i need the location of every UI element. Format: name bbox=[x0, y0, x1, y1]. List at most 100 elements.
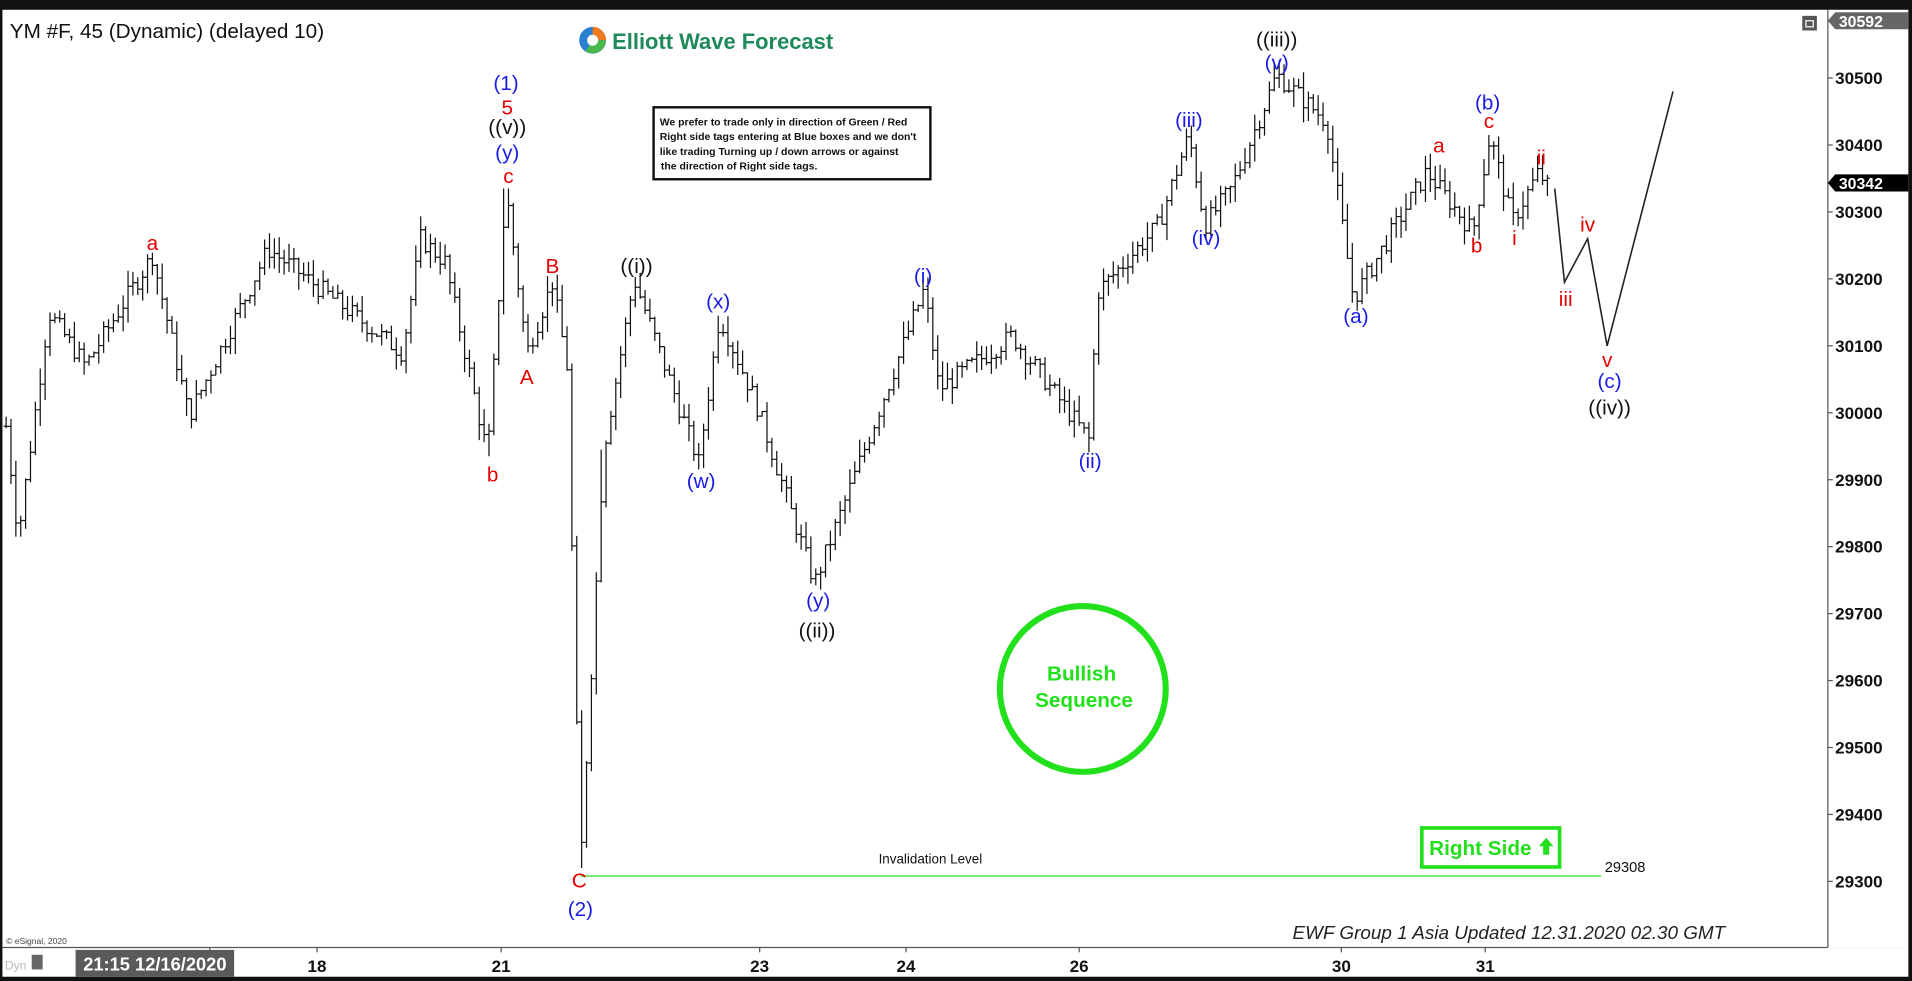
ohlc-bar bbox=[154, 263, 160, 295]
ohlc-bar bbox=[267, 233, 272, 269]
ohlc-bar bbox=[803, 521, 809, 552]
ohlc-bar bbox=[1013, 329, 1019, 352]
ohlc-bar bbox=[525, 313, 531, 353]
ohlc-bar bbox=[1349, 242, 1355, 303]
ohlc-bar bbox=[213, 364, 219, 376]
ohlc-bar bbox=[1032, 355, 1038, 366]
ohlc-bar bbox=[1335, 148, 1341, 201]
ohlc-bar bbox=[915, 304, 921, 313]
wave-label: (2) bbox=[568, 898, 593, 921]
ohlc-bar bbox=[1291, 77, 1297, 107]
lock-icon[interactable] bbox=[31, 954, 43, 970]
ohlc-bar bbox=[1374, 257, 1380, 282]
ohlc-bar bbox=[423, 226, 429, 254]
ohlc-bar bbox=[91, 351, 97, 358]
ohlc-bar bbox=[359, 296, 365, 333]
ohlc-bar bbox=[1388, 217, 1394, 263]
ohlc-bar bbox=[935, 335, 941, 390]
ohlc-bar bbox=[662, 346, 668, 378]
ohlc-bar bbox=[271, 238, 277, 269]
ohlc-bar bbox=[1364, 262, 1370, 294]
ohlc-bar bbox=[345, 296, 350, 321]
cursor-time-box bbox=[75, 949, 235, 977]
ohlc-bar bbox=[866, 436, 872, 454]
ohlc-bar bbox=[1262, 107, 1267, 136]
ohlc-bar bbox=[476, 386, 482, 441]
ohlc-bar bbox=[779, 463, 785, 493]
ohlc-bar bbox=[769, 437, 775, 468]
ohlc-bar bbox=[1384, 235, 1389, 255]
badge-line2: Sequence bbox=[1035, 689, 1133, 712]
ohlc-bar bbox=[784, 475, 789, 503]
price-axis[interactable] bbox=[1827, 9, 1909, 948]
ohlc-bar bbox=[725, 316, 731, 357]
ohlc-bar bbox=[886, 388, 892, 403]
ohlc-bar bbox=[676, 380, 682, 425]
ohlc-bar bbox=[208, 370, 214, 394]
ohlc-bar bbox=[1423, 155, 1428, 202]
ohlc-bar bbox=[891, 368, 897, 396]
ohlc-bar bbox=[140, 270, 146, 301]
ohlc-bar bbox=[1462, 207, 1467, 245]
wave-label: (a) bbox=[1343, 305, 1368, 328]
ohlc-bar bbox=[818, 566, 824, 590]
ohlc-bar bbox=[1066, 389, 1072, 426]
ohlc-bar bbox=[379, 323, 385, 346]
wave-label: (w) bbox=[687, 470, 716, 493]
ohlc-bar bbox=[1442, 168, 1448, 195]
ohlc-bar bbox=[1125, 253, 1131, 284]
ohlc-bar bbox=[1535, 155, 1541, 183]
ohlc-bar bbox=[1003, 322, 1009, 361]
ohlc-bar bbox=[1544, 174, 1550, 197]
ohlc-bar bbox=[320, 270, 326, 300]
ohlc-bar bbox=[281, 249, 287, 275]
ohlc-bar bbox=[491, 353, 497, 436]
ohlc-bar bbox=[286, 243, 292, 272]
ohlc-bar bbox=[106, 319, 111, 342]
ohlc-bar bbox=[745, 372, 750, 403]
ohlc-bar bbox=[115, 304, 121, 323]
y-tick-label: 29600 bbox=[1835, 672, 1882, 691]
ohlc-bar bbox=[1515, 208, 1521, 227]
ohlc-bar bbox=[471, 361, 477, 395]
ohlc-bar bbox=[408, 295, 414, 344]
restore-window-button[interactable] bbox=[1802, 15, 1817, 31]
ohlc-bar bbox=[813, 568, 819, 586]
ohlc-bar bbox=[296, 257, 302, 290]
wave-label: (y) bbox=[495, 142, 519, 165]
ohlc-bar bbox=[71, 321, 77, 363]
ohlc-bar bbox=[1105, 274, 1111, 296]
ohlc-bar bbox=[827, 530, 833, 562]
ohlc-bar bbox=[101, 321, 107, 353]
ohlc-bar bbox=[291, 248, 297, 273]
ohlc-bar bbox=[457, 287, 463, 342]
y-tick-label: 30200 bbox=[1835, 270, 1882, 289]
wave-label: (y) bbox=[806, 589, 830, 612]
ohlc-bar bbox=[76, 341, 82, 363]
ohlc-bar bbox=[486, 423, 492, 457]
ohlc-bar bbox=[325, 278, 331, 295]
ohlc-bar bbox=[1213, 195, 1219, 216]
ohlc-bar bbox=[1432, 165, 1438, 201]
ohlc-bar bbox=[1062, 386, 1067, 413]
ohlc-bar bbox=[1476, 204, 1482, 240]
wave-label: a bbox=[1433, 134, 1445, 157]
ohlc-bar bbox=[232, 307, 238, 355]
ohlc-bar bbox=[1227, 185, 1233, 204]
ohlc-bar bbox=[57, 310, 63, 323]
ohlc-bar bbox=[1354, 291, 1360, 311]
ohlc-bar bbox=[184, 377, 190, 417]
ohlc-bar bbox=[1237, 161, 1243, 180]
ohlc-bar bbox=[1052, 382, 1058, 389]
ohlc-bar bbox=[652, 316, 658, 341]
ohlc-bar bbox=[964, 358, 970, 371]
ohlc-bar bbox=[540, 312, 546, 340]
ohlc-bar bbox=[579, 710, 585, 868]
ohlc-bar bbox=[1232, 163, 1238, 203]
ohlc-bar bbox=[906, 320, 911, 340]
updated-text: EWF Group 1 Asia Updated 12.31.2020 02.3… bbox=[1293, 923, 1727, 944]
ohlc-bar bbox=[545, 276, 550, 332]
time-axis[interactable] bbox=[2, 947, 1909, 977]
y-tick-label: 29700 bbox=[1835, 605, 1882, 624]
